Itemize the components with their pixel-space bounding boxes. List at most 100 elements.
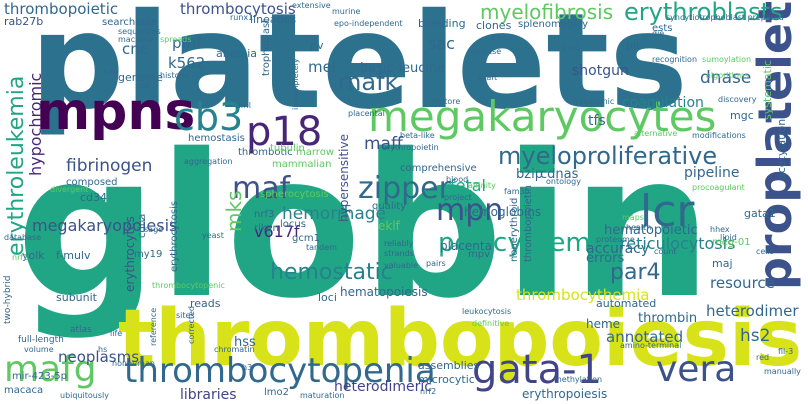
word-mammalian: mammalian <box>272 159 332 170</box>
word-beta-like: beta-like <box>400 131 435 140</box>
word-accuracy: accuracy <box>586 241 650 257</box>
word-pit: pit <box>626 39 641 52</box>
word-gata1: gata1 <box>744 207 776 220</box>
word-set: set <box>138 81 151 90</box>
word-manually: manually <box>764 367 801 376</box>
word-microcytic: microcytic <box>418 373 475 386</box>
word-genome: genome <box>118 71 163 84</box>
word-quality: quality <box>372 201 407 212</box>
word-restore: restore <box>432 97 461 106</box>
word-modifications: modifications <box>692 131 746 140</box>
word-cd34: cd34 <box>80 191 108 204</box>
word-resource: resource <box>710 274 775 292</box>
word-incompletely: incompletely <box>291 58 300 110</box>
word-errors: errors <box>586 251 625 266</box>
word-recognition: recognition <box>652 55 698 64</box>
word-pipeline: pipeline <box>684 165 740 181</box>
word-gcm1: gcm1 <box>292 233 320 244</box>
word-alternative: alternative <box>634 129 678 138</box>
word-procoagulant: procoagulant <box>692 183 745 192</box>
word-divergent: divergent <box>50 185 89 194</box>
word-syncytiotrophoblast-prepared: syncytiotrophoblast prepared <box>666 13 784 22</box>
word-par4: par4 <box>610 260 661 285</box>
word-marrow: marrow <box>296 147 334 158</box>
word-count: count <box>654 247 677 256</box>
word-pv: pv <box>310 39 324 52</box>
word-annotated: annotated <box>606 328 684 346</box>
word-p18: p18 <box>246 109 323 155</box>
word-hypersensitive: hypersensitive <box>337 134 351 222</box>
word-valuable: valuable <box>384 261 419 270</box>
word-thrombocytosis: thrombocytosis <box>180 0 296 18</box>
word-loci: loci <box>318 291 337 304</box>
word-die: die <box>652 29 665 38</box>
word-red: red <box>756 353 770 362</box>
word-maf: maf <box>232 171 291 206</box>
word-placenta: placenta <box>440 239 492 253</box>
word-aml: aml <box>236 101 251 110</box>
word-hemorrhage: hemorrhage <box>282 204 387 224</box>
word-lmo2: lmo2 <box>264 387 289 398</box>
word-tubulin: tubulin <box>270 143 305 154</box>
word-macaca: macaca <box>4 385 44 396</box>
word-mafk: mafk <box>338 68 399 96</box>
word-database: database <box>4 233 42 242</box>
word-erythroblasts: erythroblasts <box>624 0 783 26</box>
word-coagulation: coagulation <box>622 95 704 111</box>
word-leukocytosis: leukocytosis <box>462 307 512 316</box>
word-amino-terminal: amino-terminal <box>620 341 682 350</box>
word-runx1: runx1 <box>230 13 254 22</box>
word-hemostasis: hemostasis <box>188 133 245 144</box>
word-reliably: reliably <box>384 239 414 248</box>
word-par2: par2 <box>562 43 581 52</box>
word-fetal: fetal <box>450 176 486 195</box>
word-lineages: lineages <box>250 13 297 26</box>
word-mpv: mpv <box>468 249 491 260</box>
word-v617f: v617f <box>254 222 300 241</box>
word-thrombopoiesis: thrombopoiesis <box>118 294 803 384</box>
word-hemoglobins: hemoglobins <box>464 205 542 219</box>
word-shotgun: shotgun <box>572 63 629 79</box>
word-release: release <box>472 47 502 56</box>
word-heme: heme <box>586 317 621 331</box>
word-nonhuman: nonhuman <box>112 359 155 368</box>
word-erythroleukemia: erythroleukemia <box>4 75 29 256</box>
word-transgenic: transgenic <box>572 97 615 106</box>
word-splenomegaly: splenomegaly <box>518 19 589 30</box>
word-anemia: anemia <box>216 47 257 60</box>
word-platelets: platelets <box>30 0 688 139</box>
word-thrombin: thrombin <box>638 311 698 326</box>
word-polycythemia: polycythemia <box>438 228 614 258</box>
word-mpns: mpns <box>36 82 196 142</box>
word-yolk: yolk <box>22 249 45 262</box>
word-3-hs1: 3'hs1 <box>490 33 512 42</box>
word-cb3: cb3 <box>174 95 244 139</box>
word-lcr: lcr <box>640 186 695 237</box>
word-sage: sage <box>144 225 164 234</box>
word-life: life <box>110 329 123 338</box>
word-globin: globin <box>16 111 713 342</box>
word-algorithms: algorithms <box>706 71 749 80</box>
word-blood: blood <box>446 175 469 184</box>
word-hemostatic: hemostatic <box>270 260 393 285</box>
word-reference: reference <box>149 307 158 346</box>
word-eklf: eklf <box>378 219 400 233</box>
word-heterodimer: heterodimer <box>706 302 799 320</box>
word-libraries: libraries <box>180 387 237 403</box>
word-tandem: tandem <box>306 243 337 252</box>
word-assemblies: assemblies <box>418 359 480 372</box>
word-clones: clones <box>476 19 512 32</box>
word-hematopoiesis: hematopoiesis <box>340 285 428 299</box>
word-acetylation: acetylation <box>775 118 788 180</box>
word-macaque: macaque <box>118 35 156 44</box>
word-megakaryocytes: megakaryocytes <box>368 92 717 141</box>
word-proteome: proteome <box>596 235 635 244</box>
word-fll-3: fll-3 <box>778 347 794 356</box>
word-riken: riken <box>254 223 279 234</box>
word-project: project <box>444 193 472 202</box>
word-nonerythroid: nonerythroid <box>509 197 520 262</box>
word-strands: strands <box>384 249 414 258</box>
word-fam3b: fam3b <box>504 187 530 196</box>
word-trophoblast: trophoblast <box>261 18 272 76</box>
word-nrf3: nrf3 <box>254 209 275 220</box>
